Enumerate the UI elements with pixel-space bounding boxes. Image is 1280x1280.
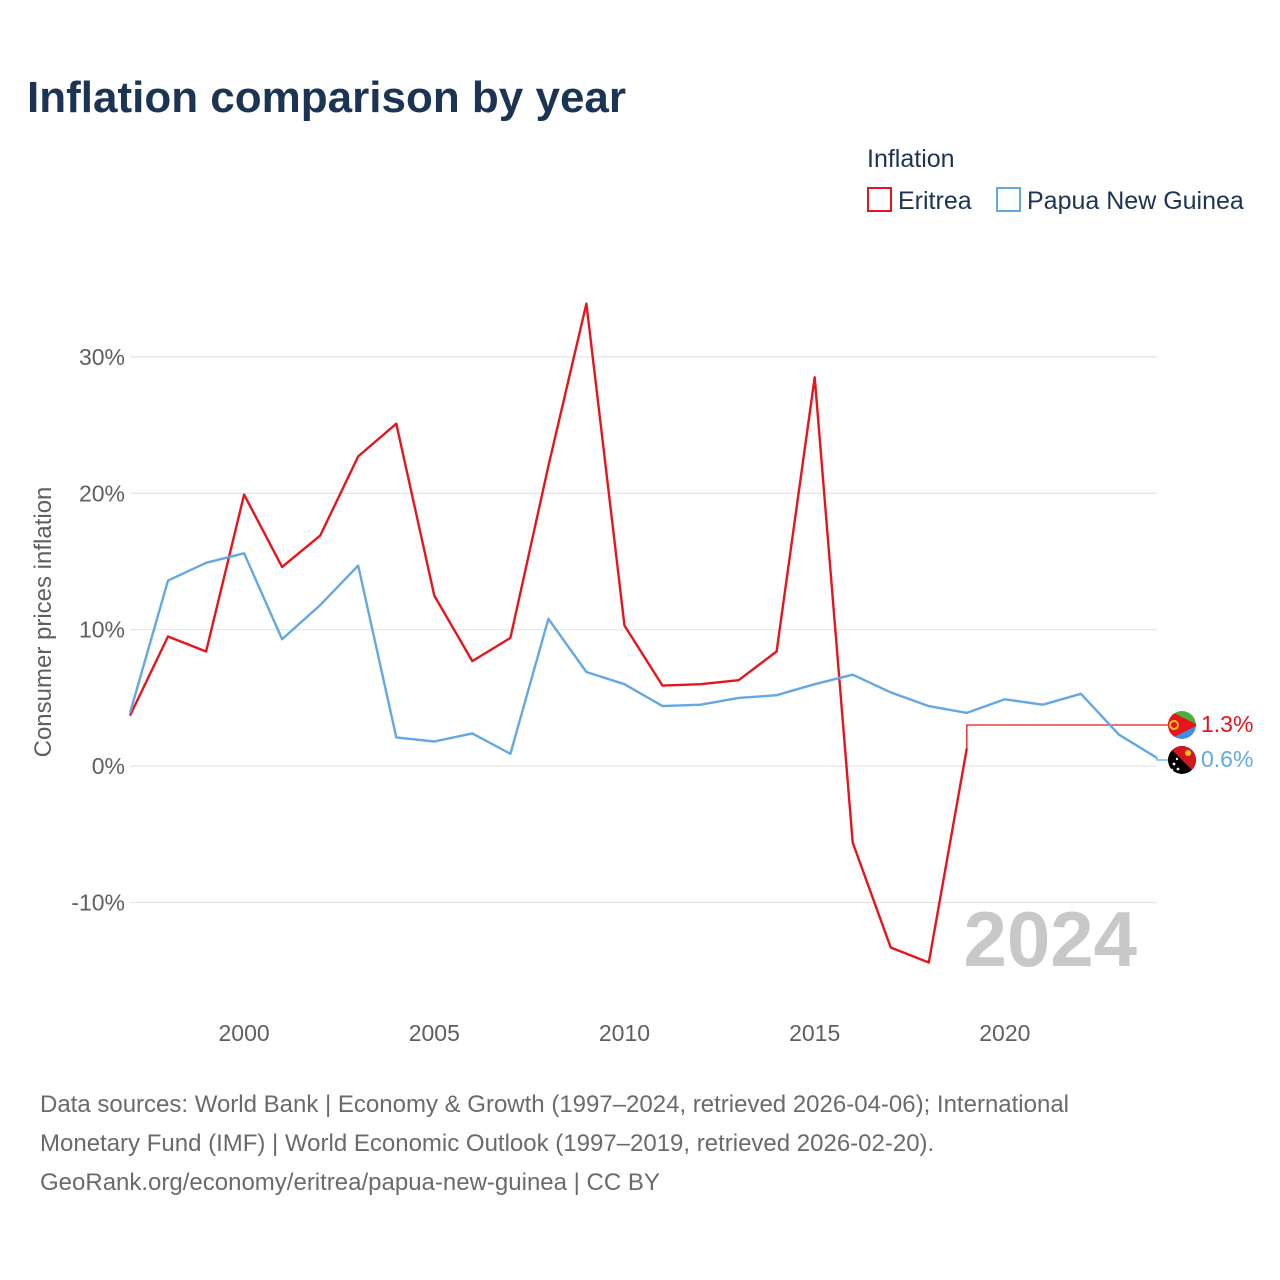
footer-line-2: Monetary Fund (IMF) | World Economic Out… bbox=[40, 1130, 935, 1157]
chart-title: Inflation comparison by year bbox=[27, 73, 626, 122]
legend-label-papua-new-guinea: Papua New Guinea bbox=[1027, 187, 1244, 215]
series-lines bbox=[128, 302, 1168, 964]
x-tick-label: 2005 bbox=[409, 1020, 460, 1046]
legend-swatch-papua-new-guinea bbox=[996, 187, 1021, 212]
y-axis-label: Consumer prices inflation bbox=[30, 487, 57, 758]
y-tick-labels: 30% 20% 10% 0% -10% bbox=[71, 344, 125, 916]
papua-new-guinea-flag-icon bbox=[1168, 746, 1196, 774]
end-label-papua-new-guinea: 0.6% bbox=[1201, 746, 1253, 772]
eritrea-flag-icon bbox=[1168, 711, 1196, 739]
end-label-eritrea: 1.3% bbox=[1201, 711, 1253, 737]
end-connector-papua-new-guinea bbox=[1156, 757, 1168, 761]
footer-sources: Data sources: World Bank | Economy & Gro… bbox=[40, 1085, 1240, 1202]
legend-item-eritrea[interactable]: Eritrea bbox=[867, 187, 972, 215]
legend-title: Inflation bbox=[867, 145, 955, 173]
x-tick-label: 2010 bbox=[599, 1020, 650, 1046]
x-tick-label: 2020 bbox=[979, 1020, 1030, 1046]
x-tick-labels: 2000 2005 2010 2015 2020 bbox=[219, 1020, 1031, 1046]
footer-line-1: Data sources: World Bank | Economy & Gro… bbox=[40, 1091, 1070, 1118]
legend-item-papua-new-guinea[interactable]: Papua New Guinea bbox=[996, 187, 1244, 215]
year-watermark: 2024 bbox=[963, 895, 1137, 983]
y-tick-label: 20% bbox=[79, 480, 125, 506]
gridlines bbox=[130, 356, 1157, 904]
y-tick-label: -10% bbox=[71, 890, 125, 916]
y-tick-label: 0% bbox=[92, 753, 125, 779]
x-tick-label: 2015 bbox=[789, 1020, 840, 1046]
legend-label-eritrea: Eritrea bbox=[898, 187, 972, 215]
x-tick-label: 2000 bbox=[219, 1020, 270, 1046]
series-line-papua-new-guinea[interactable] bbox=[128, 552, 1158, 759]
footer-line-3[interactable]: GeoRank.org/economy/eritrea/papua-new-gu… bbox=[40, 1169, 660, 1196]
series-line-eritrea[interactable] bbox=[128, 302, 968, 964]
end-connector-eritrea bbox=[966, 724, 1168, 749]
legend: Inflation Eritrea Papua New Guinea bbox=[867, 145, 1244, 215]
legend-swatch-eritrea bbox=[867, 187, 892, 212]
y-tick-label: 30% bbox=[79, 344, 125, 370]
y-tick-label: 10% bbox=[79, 617, 125, 643]
chart: Inflation comparison by year Inflation E… bbox=[27, 73, 1253, 1046]
